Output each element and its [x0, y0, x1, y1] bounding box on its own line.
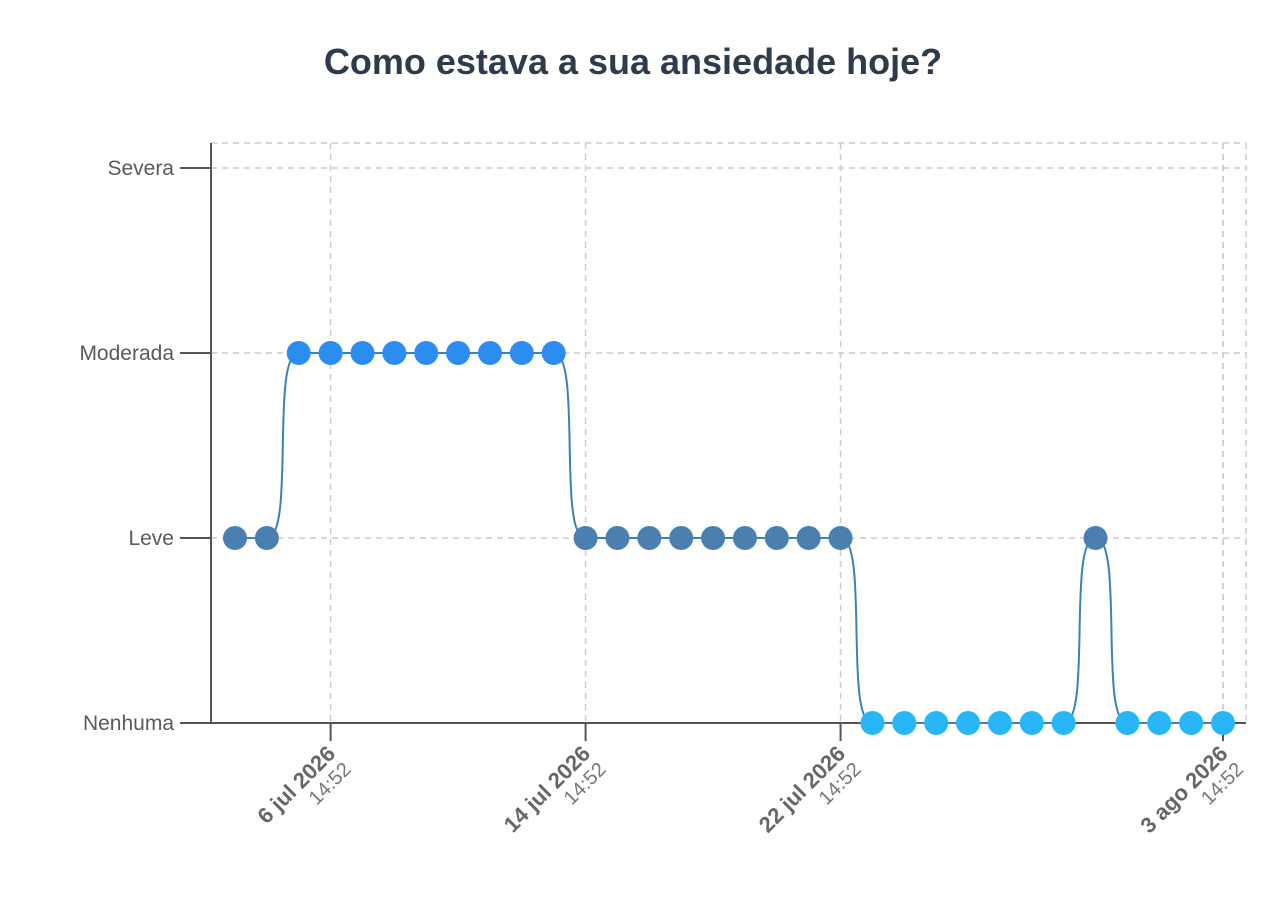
data-point[interactable]	[509, 341, 534, 365]
data-point[interactable]	[573, 526, 598, 550]
data-point[interactable]	[764, 526, 789, 550]
tick-labels: Nenhuma Leve Moderada Severa 6 jul 202614:52…	[79, 157, 1248, 838]
axes	[180, 143, 1246, 741]
data-point[interactable]	[414, 341, 439, 365]
data-point[interactable]	[860, 711, 885, 735]
data-point[interactable]	[223, 526, 247, 550]
y-tick-label: Nenhuma	[83, 712, 174, 735]
data-point[interactable]	[796, 526, 821, 550]
data-point[interactable]	[605, 526, 630, 550]
data-points	[223, 341, 1235, 735]
data-point[interactable]	[254, 526, 279, 550]
data-point[interactable]	[477, 341, 502, 365]
data-point[interactable]	[541, 341, 566, 365]
data-point[interactable]	[701, 526, 726, 550]
data-point[interactable]	[669, 526, 694, 550]
data-point[interactable]	[732, 526, 757, 550]
data-point[interactable]	[1211, 711, 1235, 735]
data-point[interactable]	[892, 711, 917, 735]
data-point[interactable]	[350, 341, 375, 365]
data-point[interactable]	[1179, 711, 1204, 735]
data-point[interactable]	[1051, 711, 1076, 735]
data-point[interactable]	[446, 341, 471, 365]
data-point[interactable]	[1019, 711, 1044, 735]
data-point[interactable]	[987, 711, 1012, 735]
data-point[interactable]	[924, 711, 949, 735]
data-point[interactable]	[382, 341, 407, 365]
grid-lines	[211, 142, 1247, 723]
data-point[interactable]	[286, 341, 311, 365]
data-point[interactable]	[828, 526, 853, 550]
data-point[interactable]	[1115, 711, 1140, 735]
data-point[interactable]	[956, 711, 981, 735]
data-point[interactable]	[1083, 526, 1108, 550]
chart-title: Como estava a sua ansiedade hoje?	[323, 41, 943, 82]
y-tick-label: Leve	[128, 527, 174, 550]
data-point[interactable]	[1147, 711, 1172, 735]
y-tick-label: Severa	[107, 157, 174, 180]
data-point[interactable]	[318, 341, 343, 365]
y-tick-label: Moderada	[79, 342, 174, 365]
data-point[interactable]	[637, 526, 662, 550]
